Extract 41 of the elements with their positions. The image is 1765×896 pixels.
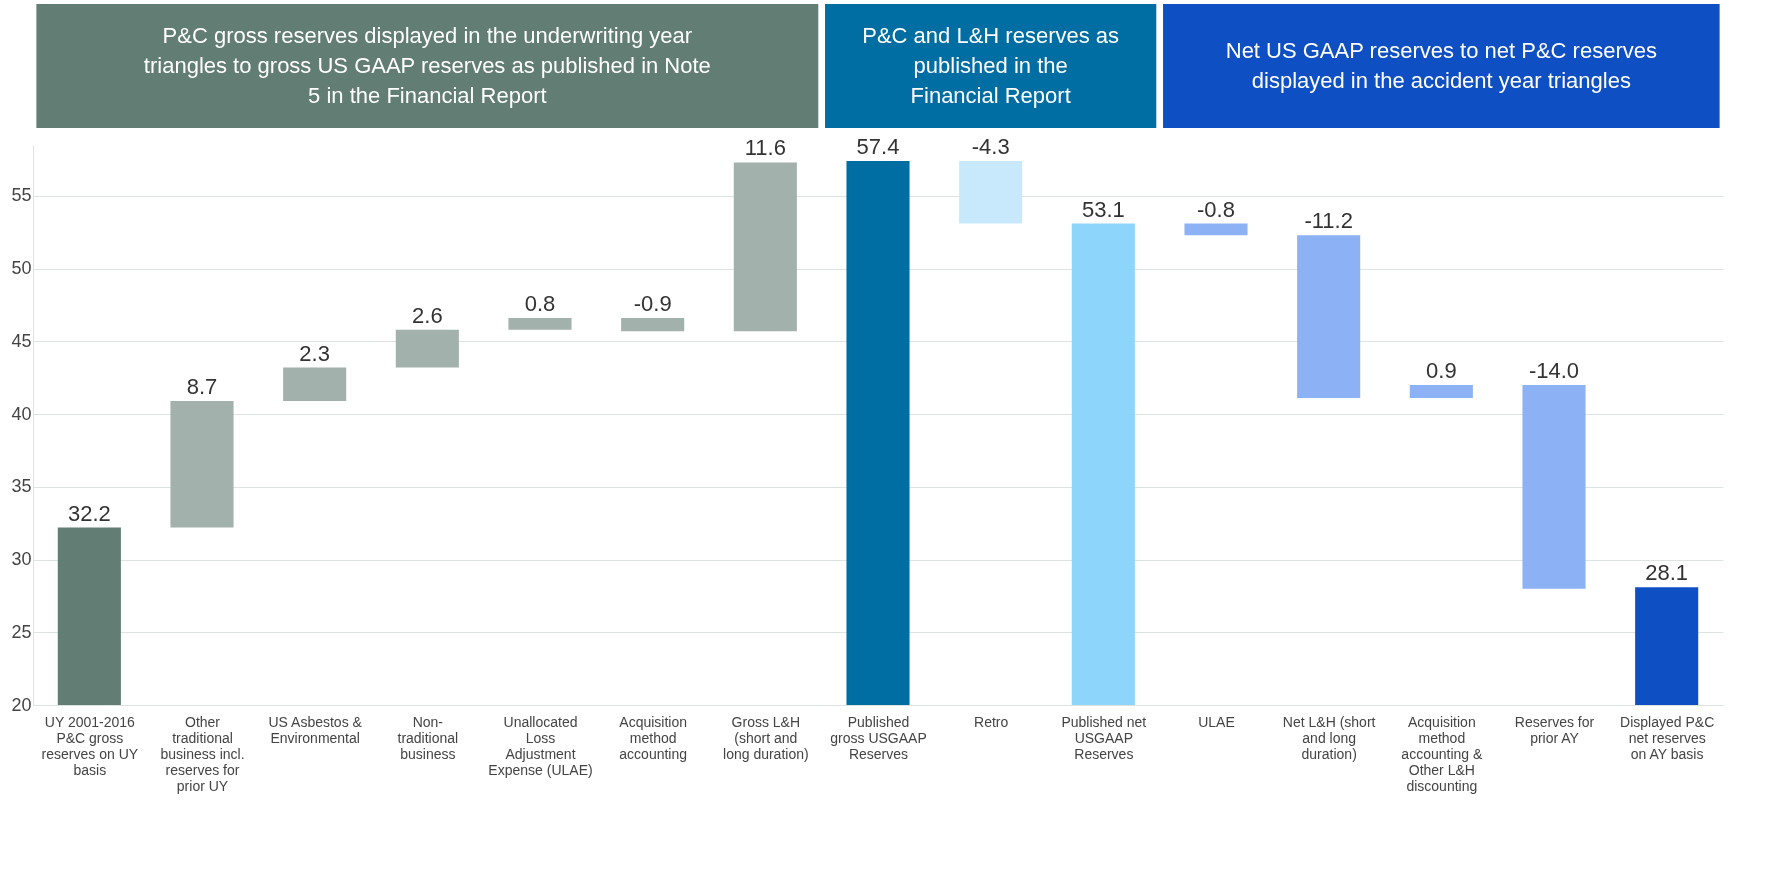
x-tick-label: Gross L&H (short and long duration) xyxy=(723,713,809,762)
y-tick-label: 25 xyxy=(11,621,32,642)
x-tick-label: ULAE xyxy=(1198,713,1235,730)
y-tick-label: 40 xyxy=(11,403,32,424)
data-label: -4.3 xyxy=(971,134,1010,159)
data-label: 8.7 xyxy=(186,374,218,399)
data-label: -11.2 xyxy=(1304,208,1353,234)
x-tick-label: Non-traditional business xyxy=(397,713,459,762)
data-label: -14.0 xyxy=(1528,358,1580,383)
data-label: 57.4 xyxy=(856,134,900,159)
x-tick-label: Other traditional business incl. reserves for prior UY xyxy=(160,713,245,794)
x-tick-label: US Asbestos & Environmental xyxy=(268,713,363,746)
x-tick-label: Published gross USGAAP Reserves xyxy=(830,713,927,762)
y-tick-label: 20 xyxy=(11,694,32,715)
x-tick-label: Published net USGAAP Reserves xyxy=(1061,713,1147,762)
y-tick-label: 30 xyxy=(11,549,32,570)
data-label: 28.1 xyxy=(1645,560,1689,586)
x-tick-label: Retro xyxy=(974,713,1009,730)
y-tick-label: 45 xyxy=(11,330,32,351)
data-label: 2.6 xyxy=(412,302,443,328)
y-tick-label: 35 xyxy=(11,476,32,497)
data-label: 0.8 xyxy=(524,291,556,317)
x-tick-label: Displayed P&C net reserves on AY basis xyxy=(1620,713,1715,762)
text: P&C gross reserves displayed in the underwriting year triangles to gross US GAAP reserves as published in Note 5 in the Financial Report xyxy=(143,23,711,108)
data-label: -0.9 xyxy=(633,291,672,317)
x-tick-label: Acquisition method accounting & Other L&H discounting xyxy=(1401,713,1483,794)
y-tick-label: 50 xyxy=(11,258,32,279)
x-tick-label: UY 2001-2016 P&C gross reserves on UY basis xyxy=(41,713,139,778)
y-tick-label: 55 xyxy=(11,185,32,206)
data-label: 11.6 xyxy=(744,135,786,161)
data-label: 32.2 xyxy=(67,500,111,526)
text: Net US GAAP reserves to net P&C reserves displayed in the accident year triangles xyxy=(1225,38,1657,93)
x-tick-label: Net L&H (short and long duration) xyxy=(1282,713,1376,762)
data-label: 53.1 xyxy=(1081,196,1125,222)
data-label: -0.8 xyxy=(1197,196,1235,222)
data-label: 0.9 xyxy=(1426,358,1457,383)
text: P&C and L&H reserves as published in the Financial Report xyxy=(862,23,1120,108)
x-tick-label: Acquisition method accounting xyxy=(619,713,688,762)
x-tick-label: Reserves for prior AY xyxy=(1514,713,1595,746)
x-tick-label: Unallocated Loss Adjustment Expense (ULAE) xyxy=(488,713,593,778)
data-label: 2.3 xyxy=(299,340,330,366)
